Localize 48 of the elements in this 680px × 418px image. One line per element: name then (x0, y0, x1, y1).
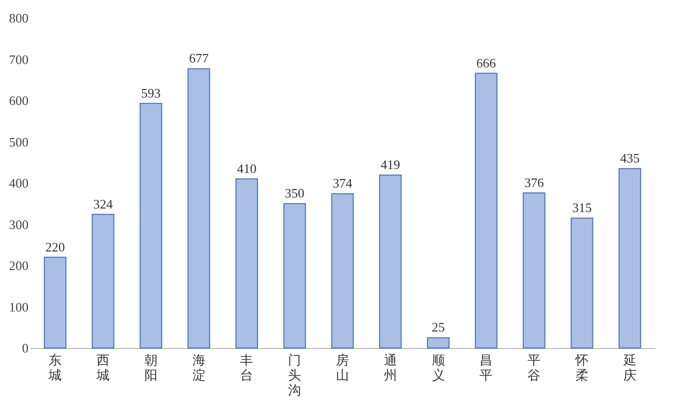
data-label: 666 (476, 55, 496, 70)
data-label: 410 (236, 160, 256, 176)
x-tick-label: 顺义 (432, 352, 445, 382)
x-tick-label: 房山 (336, 352, 349, 382)
data-label: 220 (45, 239, 65, 254)
x-tick-label: 门头沟 (288, 352, 302, 398)
bar (618, 168, 642, 348)
y-tick-label: 500 (9, 134, 28, 150)
x-tick-label: 通州 (384, 352, 397, 382)
y-tick-label: 800 (9, 10, 28, 26)
x-tick-label: 怀柔 (574, 352, 588, 382)
y-tick-label: 300 (9, 216, 28, 232)
data-label: 350 (284, 186, 304, 201)
x-tick-label: 延庆 (622, 352, 636, 382)
data-label: 25 (432, 320, 445, 335)
data-label: 593 (141, 85, 161, 100)
y-tick-label: 100 (9, 299, 28, 314)
bar (331, 193, 354, 348)
bar (379, 174, 402, 348)
x-tick-label: 丰台 (240, 352, 254, 382)
x-tick-label: 昌平 (480, 352, 493, 382)
bar (283, 203, 306, 348)
bar (570, 218, 594, 348)
bar (188, 68, 210, 348)
data-label: 419 (380, 157, 400, 172)
y-tick-label: 700 (9, 52, 28, 67)
data-label: 324 (93, 196, 114, 212)
data-label: 435 (620, 150, 640, 166)
y-tick-label: 400 (9, 176, 28, 190)
y-tick-label: 200 (9, 258, 28, 273)
x-tick-label: 东城 (48, 352, 62, 382)
bar (140, 102, 162, 348)
bar (92, 214, 114, 348)
bar (522, 192, 546, 348)
bar (235, 178, 258, 348)
bar (44, 256, 66, 348)
data-label: 374 (332, 176, 353, 191)
data-label: 315 (572, 200, 592, 216)
data-label: 677 (189, 50, 210, 66)
data-label: 376 (524, 174, 544, 190)
x-tick-label: 朝阳 (144, 352, 158, 382)
y-tick-label: 0 (22, 340, 28, 356)
bar (427, 337, 450, 348)
x-tick-label: 西城 (96, 352, 110, 382)
bar (474, 72, 498, 348)
y-tick-label: 600 (9, 93, 28, 108)
x-tick-label: 平谷 (528, 352, 541, 382)
x-tick-label: 海淀 (192, 352, 206, 382)
